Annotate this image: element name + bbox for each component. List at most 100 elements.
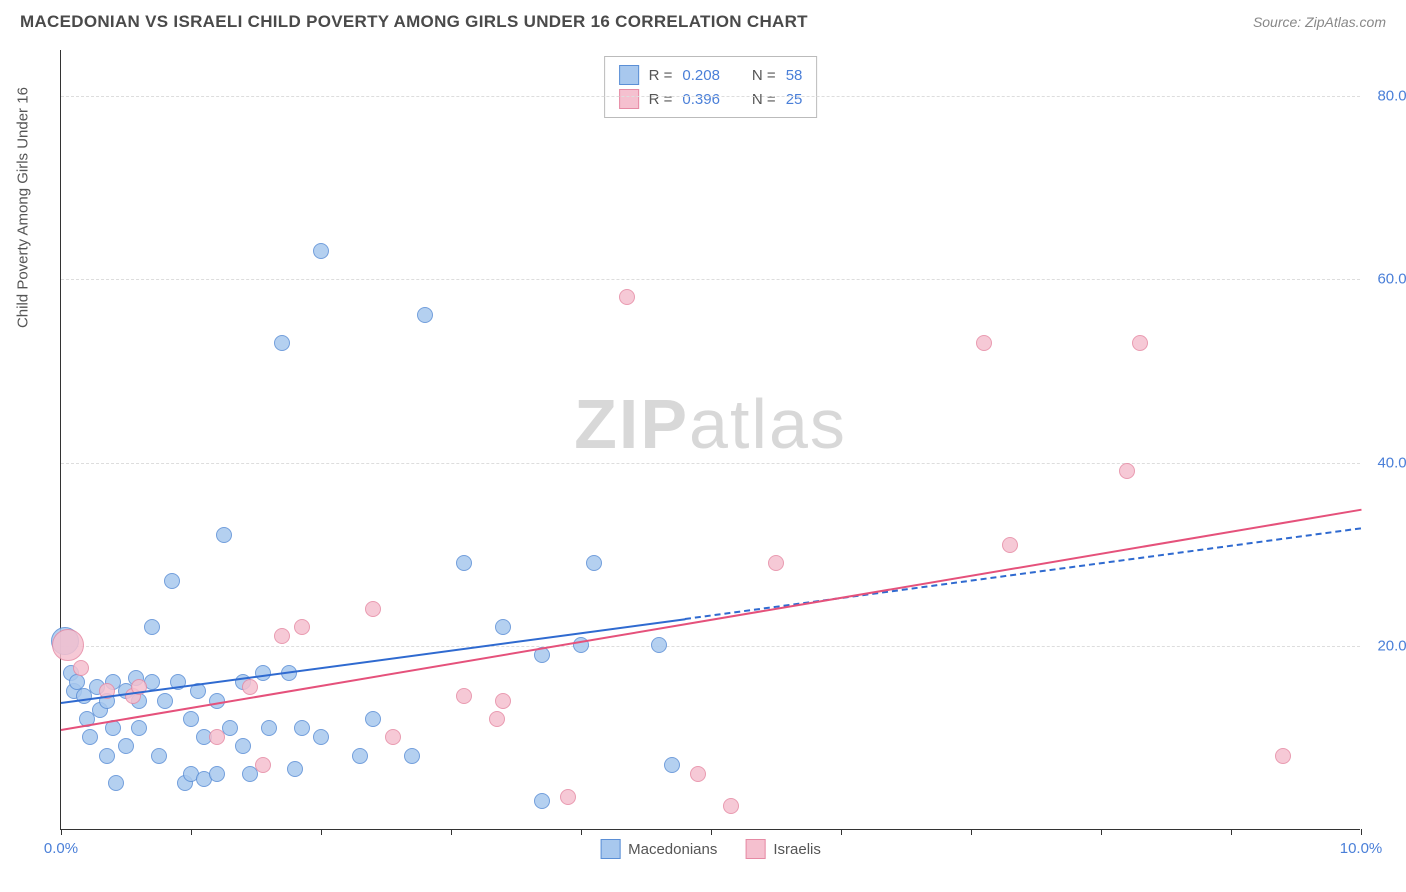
scatter-point — [209, 766, 225, 782]
y-tick-label: 20.0% — [1377, 638, 1406, 655]
legend-series-item: Israelis — [745, 839, 821, 859]
scatter-point — [768, 555, 784, 571]
source-prefix: Source: — [1253, 14, 1305, 30]
scatter-point — [157, 693, 173, 709]
scatter-point — [164, 573, 180, 589]
legend-swatch — [619, 65, 639, 85]
scatter-point — [534, 793, 550, 809]
scatter-point — [723, 798, 739, 814]
scatter-point — [495, 693, 511, 709]
scatter-point — [586, 555, 602, 571]
scatter-point — [131, 720, 147, 736]
source-attribution: Source: ZipAtlas.com — [1253, 14, 1386, 30]
scatter-point — [690, 766, 706, 782]
x-tick — [971, 829, 972, 835]
n-label: N = — [752, 67, 776, 84]
scatter-point — [352, 748, 368, 764]
x-tick — [711, 829, 712, 835]
series-legend: Macedonians Israelis — [600, 839, 821, 859]
scatter-point — [82, 729, 98, 745]
scatter-point — [118, 738, 134, 754]
scatter-point — [261, 720, 277, 736]
scatter-point — [255, 665, 271, 681]
scatter-point — [404, 748, 420, 764]
legend-swatch — [619, 89, 639, 109]
x-tick-label: 0.0% — [44, 840, 78, 857]
x-tick — [451, 829, 452, 835]
scatter-point — [209, 729, 225, 745]
legend-stat-row: R = 0.396 N = 25 — [619, 87, 803, 111]
trend-line — [61, 509, 1361, 731]
scatter-point — [1119, 463, 1135, 479]
x-tick-label: 10.0% — [1340, 840, 1383, 857]
scatter-point — [73, 660, 89, 676]
scatter-point — [52, 629, 84, 661]
scatter-point — [976, 335, 992, 351]
scatter-point — [151, 748, 167, 764]
legend-series-label: Israelis — [773, 841, 821, 858]
correlation-legend: R = 0.208 N = 58 R = 0.396 N = 25 — [604, 56, 818, 118]
grid-line — [61, 279, 1360, 280]
scatter-point — [313, 243, 329, 259]
legend-series-label: Macedonians — [628, 841, 717, 858]
scatter-point — [365, 711, 381, 727]
scatter-point — [385, 729, 401, 745]
scatter-point — [365, 601, 381, 617]
scatter-point — [287, 761, 303, 777]
scatter-point — [235, 738, 251, 754]
x-tick — [581, 829, 582, 835]
n-label: N = — [752, 91, 776, 108]
source-link[interactable]: ZipAtlas.com — [1305, 14, 1386, 30]
scatter-point — [664, 757, 680, 773]
r-value: 0.396 — [682, 91, 720, 108]
scatter-point — [456, 688, 472, 704]
n-value: 58 — [786, 67, 803, 84]
legend-swatch — [745, 839, 765, 859]
r-label: R = — [649, 67, 673, 84]
y-axis-title: Child Poverty Among Girls Under 16 — [15, 87, 32, 328]
x-tick — [841, 829, 842, 835]
scatter-point — [274, 335, 290, 351]
scatter-point — [495, 619, 511, 635]
scatter-point — [417, 307, 433, 323]
scatter-point — [1002, 537, 1018, 553]
grid-line — [61, 646, 1360, 647]
scatter-point — [108, 775, 124, 791]
x-tick — [321, 829, 322, 835]
x-tick — [1101, 829, 1102, 835]
y-tick-label: 80.0% — [1377, 87, 1406, 104]
r-value: 0.208 — [682, 67, 720, 84]
x-tick — [1361, 829, 1362, 835]
scatter-point — [183, 711, 199, 727]
scatter-point — [619, 289, 635, 305]
scatter-point — [294, 720, 310, 736]
x-tick — [191, 829, 192, 835]
scatter-point — [560, 789, 576, 805]
scatter-point — [313, 729, 329, 745]
scatter-point — [255, 757, 271, 773]
legend-swatch — [600, 839, 620, 859]
x-tick — [1231, 829, 1232, 835]
watermark-text: ZIPatlas — [574, 384, 847, 464]
chart-plot-area: Child Poverty Among Girls Under 16 ZIPat… — [60, 50, 1360, 830]
scatter-point — [99, 748, 115, 764]
n-value: 25 — [786, 91, 803, 108]
scatter-point — [651, 637, 667, 653]
scatter-point — [274, 628, 290, 644]
scatter-point — [456, 555, 472, 571]
y-tick-label: 60.0% — [1377, 271, 1406, 288]
grid-line — [61, 96, 1360, 97]
grid-line — [61, 463, 1360, 464]
r-label: R = — [649, 91, 673, 108]
scatter-point — [1275, 748, 1291, 764]
scatter-point — [294, 619, 310, 635]
scatter-point — [144, 619, 160, 635]
legend-series-item: Macedonians — [600, 839, 717, 859]
scatter-point — [216, 527, 232, 543]
scatter-point — [489, 711, 505, 727]
legend-stat-row: R = 0.208 N = 58 — [619, 63, 803, 87]
chart-title: MACEDONIAN VS ISRAELI CHILD POVERTY AMON… — [20, 12, 808, 32]
x-tick — [61, 829, 62, 835]
scatter-point — [242, 679, 258, 695]
scatter-point — [1132, 335, 1148, 351]
